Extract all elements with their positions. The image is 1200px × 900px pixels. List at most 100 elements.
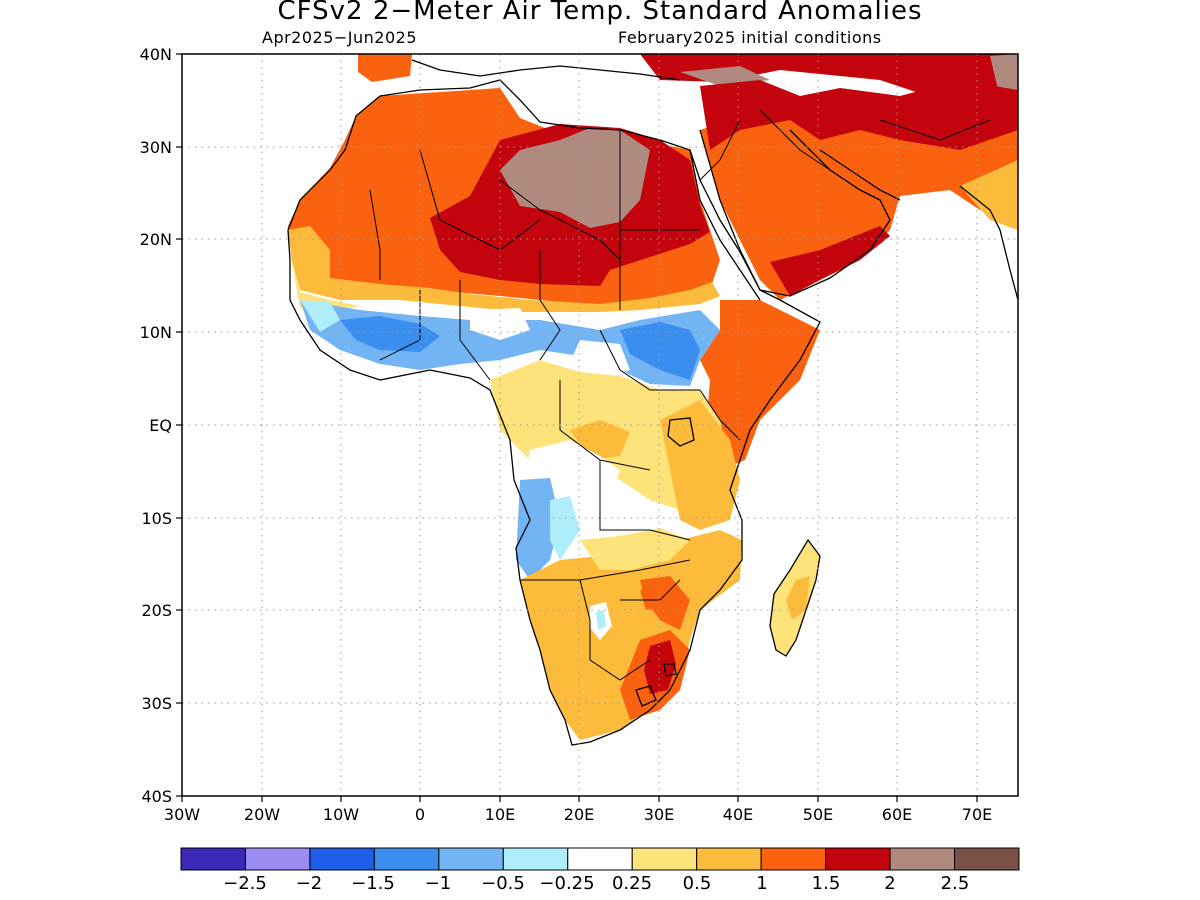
border-3: [499, 179, 621, 261]
colorbar-label: −1: [425, 873, 452, 894]
border-12: [520, 559, 691, 581]
colorbar-labels: −2.5 −2 −1.5 −1 −0.5 −0.25 0.25 0.5 1 1.…: [223, 873, 969, 894]
map-title: CFSv2 2−Meter Air Temp. Standard Anomali…: [277, 0, 923, 26]
lon-label: 0: [415, 805, 425, 824]
colorbar-label: 0.5: [683, 873, 712, 894]
border-14: [620, 579, 681, 601]
lesotho-outline: [635, 685, 657, 707]
lat-label: 20N: [140, 230, 172, 249]
africa-coastline: [287, 79, 821, 746]
colorbar-label: 2: [884, 873, 895, 894]
region-sahara-brown: [500, 128, 650, 228]
lat-label: 20S: [141, 601, 172, 620]
region-angola-blue: [516, 478, 560, 580]
lat-label: 30N: [140, 138, 172, 157]
lat-label: EQ: [149, 416, 172, 435]
colorbar-swatch: [889, 847, 956, 871]
colorbar-label: 2.5: [941, 873, 970, 894]
region-horn-orange: [700, 300, 820, 470]
latitude-labels: 40N 30N 20N 10N EQ 10S 20S 30S 40S: [140, 45, 172, 806]
lat-label: 30S: [141, 694, 172, 713]
lon-label: 30E: [644, 805, 674, 824]
lon-label: 30W: [164, 805, 200, 824]
colorbar-swatch: [760, 847, 827, 871]
longitude-labels: 30W 20W 10W 0 10E 20E 30E 40E 50E 60E 70…: [164, 805, 992, 824]
colorbar-label: −0.5: [481, 873, 525, 894]
region-southern-africa-lightorange: [520, 530, 742, 740]
border-11: [599, 460, 691, 541]
colorbar-swatch: [309, 847, 375, 871]
lon-label: 20W: [244, 805, 280, 824]
border-18: [879, 119, 991, 141]
region-arabia-orange: [700, 100, 1018, 300]
colorbar-label: −0.25: [539, 873, 594, 894]
lat-label: 10S: [141, 509, 172, 528]
region-namibia-lightblue: [596, 610, 606, 630]
lon-label: 10W: [323, 805, 359, 824]
region-zambia-pale: [580, 528, 690, 570]
graticule: [182, 54, 1018, 796]
region-india-lightorange: [960, 160, 1018, 230]
border-13: [579, 579, 651, 681]
gulf-coastline: [819, 149, 901, 201]
colorbar-swatch: [180, 847, 246, 871]
madagascar-coastline: [769, 538, 821, 657]
colorbar: [180, 847, 1020, 871]
lake-victoria: [667, 417, 695, 447]
anomaly-fills: [288, 54, 1018, 740]
colorbar-swatch: [825, 847, 891, 871]
region-west-sahel-pale: [292, 264, 360, 312]
region-turkey-brown: [680, 66, 770, 86]
region-middle-east-darkred: [700, 80, 1018, 150]
tick-marks: [176, 53, 978, 802]
border-10: [559, 380, 651, 471]
lon-label: 50E: [803, 805, 833, 824]
colorbar-swatch: [502, 847, 569, 871]
region-sahel-white-2: [570, 340, 630, 378]
colorbar-label: −2: [296, 873, 323, 894]
lon-label: 70E: [962, 805, 992, 824]
colorbar-swatch: [631, 847, 698, 871]
region-botswana-orange: [640, 586, 664, 610]
colorbar-label: −1.5: [351, 873, 395, 894]
colorbar-label: 0.25: [612, 873, 652, 894]
initial-conditions: February2025 initial conditions: [618, 28, 882, 47]
border-15: [699, 389, 741, 441]
colorbar-label: 1.5: [812, 873, 841, 894]
colorbar-swatch: [954, 847, 1020, 871]
mediterranean-north: [411, 59, 681, 81]
region-sahel-lightblue: [300, 300, 340, 332]
lat-label: 40N: [140, 45, 172, 64]
region-yemen-darkred: [770, 226, 890, 296]
region-angola-lightblue: [550, 496, 580, 560]
border-9: [599, 329, 700, 391]
border-16: [759, 109, 861, 191]
colorbar-swatch: [696, 847, 762, 871]
region-sudan-blue: [620, 322, 700, 380]
lon-label: 10E: [485, 805, 515, 824]
border-17: [699, 119, 741, 181]
india-coastline: [959, 185, 1018, 301]
border-2: [419, 149, 541, 251]
colorbar-swatch: [244, 847, 311, 871]
border-6: [539, 250, 561, 361]
region-south-africa-darkred: [644, 640, 676, 694]
colorbar-label: −2.5: [223, 873, 267, 894]
lat-label: 40S: [141, 787, 172, 806]
colorbar-swatch: [438, 847, 504, 871]
region-iberia: [358, 54, 412, 82]
region-madagascar-orange: [786, 576, 810, 620]
red-sea-west: [689, 149, 761, 301]
colorbar-label: 1: [756, 873, 767, 894]
border-1: [369, 189, 381, 280]
border-7: [459, 280, 491, 381]
forecast-period: Apr2025−Jun2025: [262, 28, 418, 47]
colorbar-swatch: [373, 847, 440, 871]
region-eastern-med: [640, 54, 1018, 100]
region-east-africa-lightorange: [660, 400, 740, 530]
lon-label: 60E: [882, 805, 912, 824]
lat-label: 10N: [140, 323, 172, 342]
lon-label: 20E: [564, 805, 594, 824]
colorbar-swatch: [567, 847, 633, 871]
